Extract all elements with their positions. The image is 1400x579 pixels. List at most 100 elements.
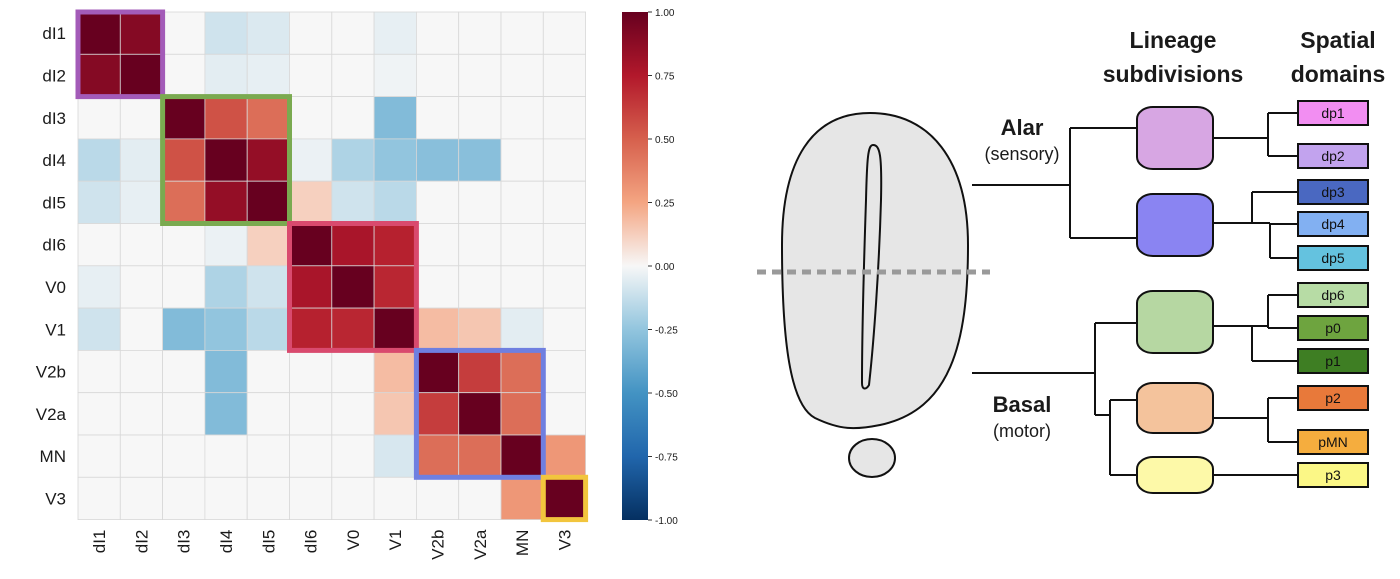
heatmap-cell [162,96,206,140]
domain-box [1297,462,1369,488]
heatmap-cell [119,392,164,436]
heatmap-cell [542,96,586,140]
heatmap-cell [458,96,502,140]
heatmap-cell [500,349,544,394]
heatmap-cell [162,53,206,97]
heatmap-cell [331,96,375,140]
heatmap-cell [331,476,375,520]
heatmap-cell [373,434,417,478]
column-label: dI5 [259,530,278,554]
heatmap-cell [77,53,121,97]
row-label: V2b [36,363,66,382]
colorbar-tick-label: -0.50 [655,389,678,400]
heatmap-cell [458,476,502,520]
alar-sub-label: (sensory) [984,144,1059,164]
heatmap-cell [415,265,460,309]
heatmap-cell [119,434,164,478]
heatmap-cell [119,138,164,182]
heatmap-cell [500,223,544,267]
row-label: V1 [45,320,66,339]
lineage-tree [972,112,1298,476]
heatmap-cell [500,307,544,351]
domain-label: p0 [1325,320,1341,336]
heatmap-cell [119,476,164,520]
row-label: V3 [45,489,66,508]
heatmap-cell [119,11,164,55]
heatmap-cell [373,307,417,351]
heatmap-cell [458,434,502,478]
heatmap-cell [458,392,502,436]
column-label: V2b [429,530,448,560]
domain-box [1297,385,1369,411]
heatmap-cell [246,392,290,436]
heatmap-cell [373,138,417,182]
header-lineage-line1: Lineage [1130,27,1217,53]
heatmap-cell [77,434,121,478]
heatmap-cell [542,476,586,520]
heatmap-cell [162,307,206,351]
heatmap-cell [331,138,375,182]
domain-box [1297,315,1369,341]
heatmap-cell [331,53,375,97]
heatmap-cell [162,11,206,55]
header-spatial-line2: domains [1291,61,1386,87]
heatmap-cell [77,265,121,309]
lineage-node [1136,193,1214,257]
heatmap-cell [415,307,460,351]
row-labels: dI1 dI2 dI3 dI4 dI5 dI6 V0 V1 V2b V2a MN V3 [36,24,67,508]
cluster-box [413,347,546,480]
lineage-node [1136,382,1214,434]
heatmap-cell [204,53,248,97]
domain-box [1297,282,1369,308]
heatmap-cell [500,265,544,309]
colorbar-ticks: 1.00 0.75 0.50 0.25 0.00 -0.25 -0.50 -0.75 -1.00 [648,8,678,527]
domain-label: p1 [1325,353,1341,369]
basal-sub-label: (motor) [993,421,1051,441]
row-label: dI6 [42,236,66,255]
column-label: MN [513,530,532,556]
colorbar [622,12,648,520]
domain-box [1297,245,1369,271]
column-label: V0 [344,530,363,551]
heatmap-cell [77,307,121,351]
heatmap-cell [162,138,206,182]
heatmap-cell [500,392,544,436]
domain-box [1297,429,1369,455]
heatmap-cell [500,180,544,224]
column-label: V2a [471,529,490,560]
heatmap-cell [415,96,460,140]
heatmap-cell [331,392,375,436]
domain-label: p3 [1325,467,1341,483]
colorbar-tick-label: 0.50 [655,135,675,146]
heatmap-cell [500,476,544,520]
heatmap-cell [119,180,164,224]
alar-label: Alar [1001,115,1044,140]
heatmap-cell [331,223,375,267]
column-label: V1 [386,530,405,551]
row-label: dI3 [42,109,66,128]
column-label: dI4 [217,530,236,554]
cluster-box [75,9,166,100]
heatmap-cell [289,138,333,182]
heatmap-cell [289,11,333,55]
column-label: dI1 [90,530,109,554]
central-canal [860,143,883,390]
heatmap-cell [204,223,248,267]
heatmap-cell [204,96,248,140]
row-label: dI4 [42,151,66,170]
heatmap-cell [246,53,290,97]
heatmap-cell [373,223,417,267]
heatmap-cell [458,11,502,55]
heatmap-cell [331,349,375,394]
heatmap-cell [77,349,121,394]
heatmap-cell [331,434,375,478]
header-lineage-line2: subdivisions [1103,61,1244,87]
heatmap-cell [373,11,417,55]
heatmap-cell [119,223,164,267]
heatmap-cell [542,265,586,309]
heatmap-cell [246,138,290,182]
domain-label: dp6 [1321,287,1345,303]
heatmap-cell [246,476,290,520]
heatmap-cell [373,53,417,97]
